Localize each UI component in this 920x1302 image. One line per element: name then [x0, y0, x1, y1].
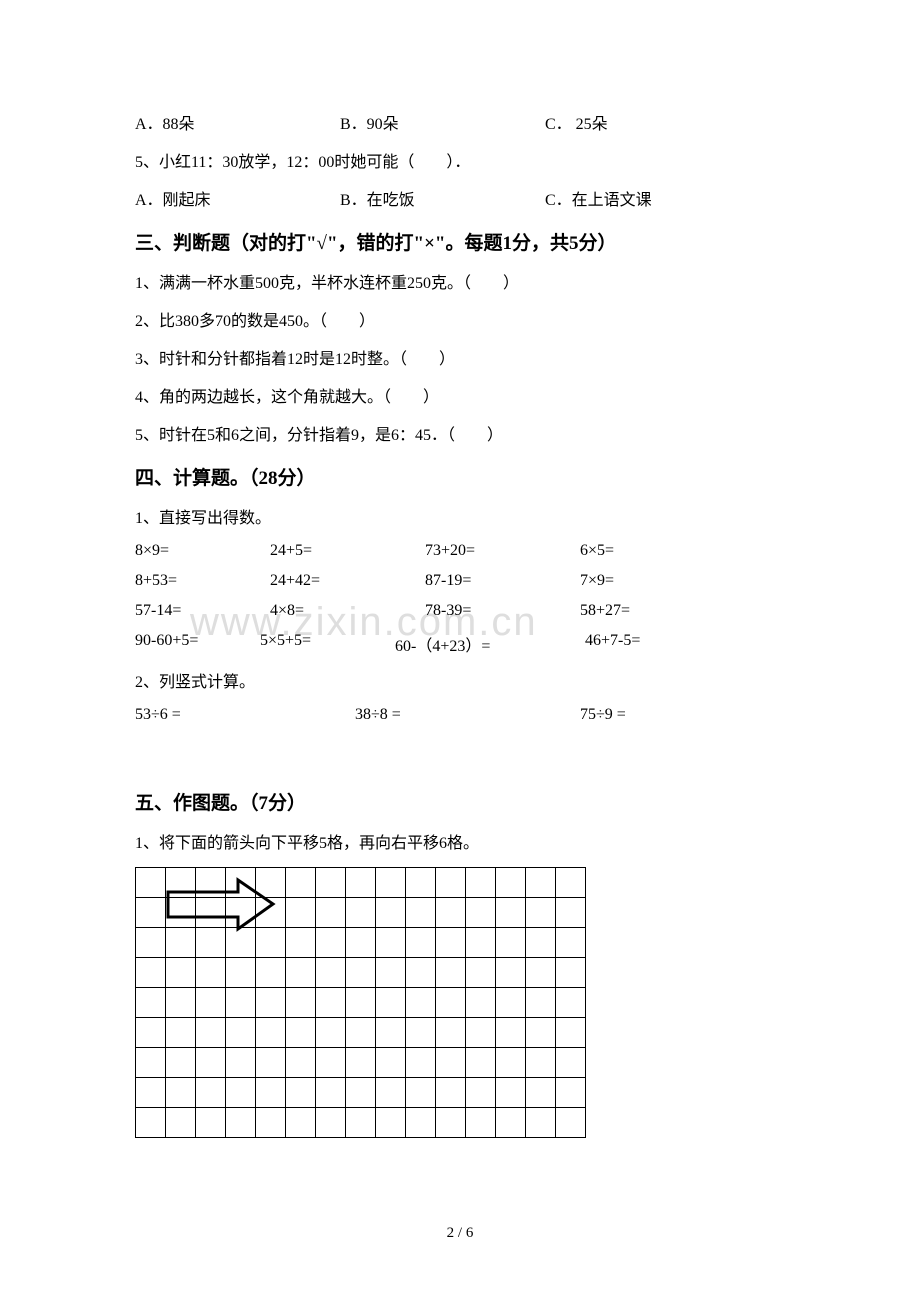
page-content: A．88朵 B．90朵 C． 25朵 5、小红11：30放学，12：00时她可能…: [135, 110, 785, 1138]
section5-header: 五、作图题。（7分）: [135, 788, 785, 815]
calc-cell: 7×9=: [580, 572, 614, 590]
q5-options-row: A．刚起床 B．在吃饭 C．在上语文课: [135, 186, 785, 210]
s3-q1: 1、满满一杯水重500克，半杯水连杯重250克。（ ）: [135, 269, 785, 293]
calc-row-3: 57-14= 4×8= 78-39= 58+27=: [135, 602, 785, 620]
s5-q1: 1、将下面的箭头向下平移5格，再向右平移6格。: [135, 829, 785, 853]
q4-options-row: A．88朵 B．90朵 C． 25朵: [135, 110, 785, 134]
q4-option-a: A．88朵: [135, 110, 340, 134]
calc-cell: 6×5=: [580, 542, 614, 560]
section3-header: 三、判断题（对的打"√"，错的打"×"。每题1分，共5分）: [135, 228, 785, 255]
grid-container: [135, 867, 590, 1138]
calc-row-4: 90-60+5= 5×5+5= 60-（4+23）= 46+7-5=: [135, 632, 785, 656]
calc-cell: 78-39=: [425, 602, 580, 620]
division-2: 38÷8 =: [355, 706, 580, 724]
calc-grid: 8×9= 24+5= 73+20= 6×5= 8+53= 24+42= 87-1…: [135, 542, 785, 656]
calc-cell: 60-（4+23）=: [395, 632, 585, 656]
q5-option-a: A．刚起床: [135, 186, 340, 210]
calc-cell: 46+7-5=: [585, 632, 640, 656]
arrow-icon: [163, 877, 283, 932]
section4-header: 四、计算题。（28分）: [135, 463, 785, 490]
s3-q2: 2、比380多70的数是450。（ ）: [135, 307, 785, 331]
calc-cell: 87-19=: [425, 572, 580, 590]
s3-q3: 3、时针和分针都指着12时是12时整。（ ）: [135, 345, 785, 369]
q5-option-b: B．在吃饭: [340, 186, 545, 210]
calc-row-1: 8×9= 24+5= 73+20= 6×5=: [135, 542, 785, 560]
q5-option-c: C．在上语文课: [545, 186, 652, 210]
calc-cell: 73+20=: [425, 542, 580, 560]
calc-cell: 90-60+5=: [135, 632, 260, 656]
s4-q2-label: 2、列竖式计算。: [135, 668, 785, 692]
q4-option-c: C． 25朵: [545, 110, 608, 134]
q4-option-b: B．90朵: [340, 110, 545, 134]
calc-cell: 57-14=: [135, 602, 270, 620]
calc-cell: 58+27=: [580, 602, 630, 620]
division-1: 53÷6 =: [135, 706, 355, 724]
division-row: 53÷6 = 38÷8 = 75÷9 =: [135, 706, 785, 724]
page-footer: 2 / 6: [0, 1225, 920, 1242]
calc-cell: 4×8=: [270, 602, 425, 620]
division-3: 75÷9 =: [580, 706, 626, 724]
calc-row-2: 8+53= 24+42= 87-19= 7×9=: [135, 572, 785, 590]
calc-cell: 8+53=: [135, 572, 270, 590]
q5-text: 5、小红11：30放学，12：00时她可能（ ）．: [135, 148, 785, 172]
s4-q1-label: 1、直接写出得数。: [135, 504, 785, 528]
calc-cell: 24+42=: [270, 572, 425, 590]
s3-q4: 4、角的两边越长，这个角就越大。（ ）: [135, 383, 785, 407]
calc-cell: 24+5=: [270, 542, 425, 560]
calc-cell: 8×9=: [135, 542, 270, 560]
calc-cell: 5×5+5=: [260, 632, 395, 656]
s3-q5: 5、时针在5和6之间，分针指着9，是6：45．（ ）: [135, 421, 785, 445]
